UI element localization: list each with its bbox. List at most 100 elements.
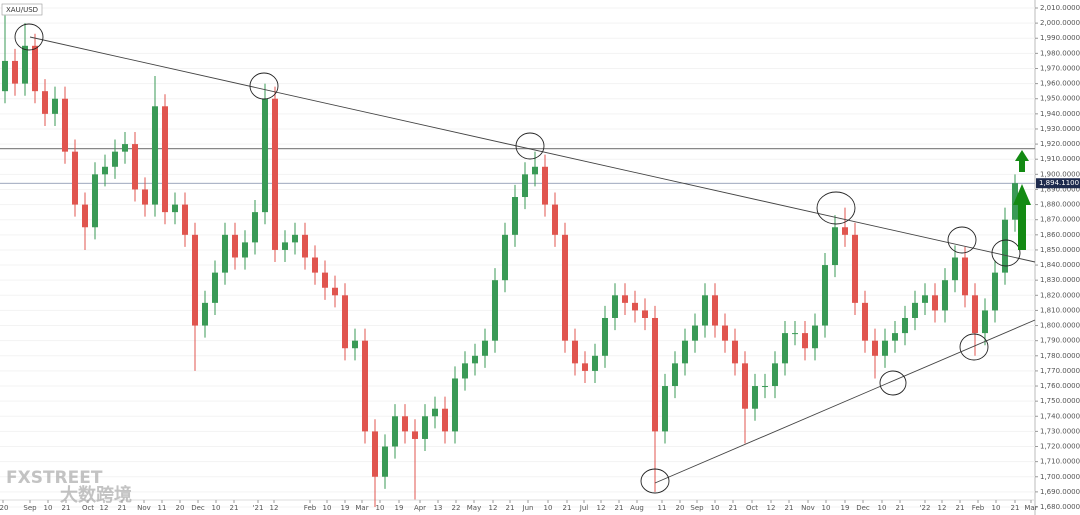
candle-body — [242, 242, 248, 258]
x-tick-label: 21 — [230, 504, 239, 512]
candle-body — [852, 234, 858, 303]
candle-body — [282, 242, 288, 250]
y-tick-label: 1,850.0000 — [1040, 246, 1080, 254]
candle-body — [682, 340, 688, 364]
y-tick-label: 1,990.0000 — [1040, 34, 1080, 42]
y-tick-label: 1,680.0000 — [1040, 503, 1080, 511]
candle-body — [12, 60, 18, 84]
candle-body — [602, 317, 608, 356]
x-tick-label: 21 — [563, 504, 572, 512]
candle-body — [82, 204, 88, 228]
x-tick-label: 12 — [100, 504, 109, 512]
y-tick-label: 1,900.0000 — [1040, 170, 1080, 178]
x-tick-label: 21 — [956, 504, 965, 512]
candle-body — [432, 408, 438, 417]
y-tick-label: 1,820.0000 — [1040, 291, 1080, 299]
x-tick-label: 21 — [729, 504, 738, 512]
candle-body — [872, 340, 878, 356]
candle-body — [182, 204, 188, 235]
x-tick-label: 10 — [711, 504, 720, 512]
x-tick-label: 21 — [785, 504, 794, 512]
candle-body — [582, 363, 588, 371]
candle-body — [812, 325, 818, 349]
circle — [640, 468, 670, 494]
trend-line — [29, 36, 1036, 263]
candle-body — [792, 333, 798, 335]
candle-body — [232, 234, 238, 258]
candle-body — [572, 340, 578, 364]
candle-body — [172, 204, 178, 213]
x-tick-label: 12 — [270, 504, 279, 512]
circle — [947, 226, 977, 254]
y-tick-label: 1,940.0000 — [1040, 110, 1080, 118]
y-tick-label: 1,720.0000 — [1040, 443, 1080, 451]
candle-body — [452, 378, 458, 432]
candle-body — [902, 317, 908, 334]
x-tick-label: 11 — [658, 504, 667, 512]
x-tick-label: Aug — [630, 504, 644, 512]
candle-body — [532, 166, 538, 175]
x-tick-label: 12 — [767, 504, 776, 512]
plot — [0, 7, 1035, 508]
candle-body — [122, 144, 128, 152]
candle-body — [1002, 219, 1008, 273]
candle-body — [722, 325, 728, 341]
x-tick-label: Dec — [191, 504, 205, 512]
x-tick-label: Sep — [690, 504, 704, 512]
candle-body — [822, 265, 828, 326]
x-tick-label: 12 — [489, 504, 498, 512]
candle-body — [62, 98, 68, 152]
x-tick-label: 10 — [544, 504, 553, 512]
candle-body — [932, 295, 938, 311]
candle-body — [592, 355, 598, 371]
candle-body — [502, 234, 508, 281]
x-tick-label: May — [467, 504, 481, 512]
candle-body — [192, 234, 198, 326]
arrow — [1013, 184, 1031, 250]
x-tick-label: '21 — [253, 504, 264, 512]
x-tick-label: 13 — [434, 504, 443, 512]
x-tick-label: 19 — [341, 504, 350, 512]
x-tick-label: Feb — [972, 504, 985, 512]
candle-body — [302, 234, 308, 258]
y-tick-label: 1,740.0000 — [1040, 412, 1080, 420]
x-tick-label: Jul — [579, 504, 589, 512]
x-tick-label: 21 — [1011, 504, 1020, 512]
candle-body — [312, 257, 318, 273]
candle-body — [762, 386, 768, 388]
candle-body — [272, 98, 278, 250]
candle-body — [692, 325, 698, 341]
x-tick-label: 21 — [62, 504, 71, 512]
candle-body — [542, 166, 548, 205]
candle-body — [652, 317, 658, 432]
y-tick-label: 1,810.0000 — [1040, 306, 1080, 314]
y-tick-label: 1,930.0000 — [1040, 125, 1080, 133]
y-tick-label: 1,800.0000 — [1040, 322, 1080, 330]
x-tick-label: Oct — [82, 504, 94, 512]
x-tick-label: Mar — [1024, 504, 1037, 512]
candle-body — [912, 302, 918, 318]
candle-body — [462, 363, 468, 379]
arrows — [1013, 150, 1031, 250]
candle-body — [862, 302, 868, 341]
y-tick-label: 1,970.0000 — [1040, 64, 1080, 72]
x-tick-label: 10 — [822, 504, 831, 512]
y-tick-label: 2,010.0000 — [1040, 4, 1080, 12]
circle — [249, 72, 279, 100]
candle-body — [152, 106, 158, 205]
circle — [879, 370, 907, 396]
candle-body — [112, 151, 118, 167]
x-tick-label: 20 — [676, 504, 685, 512]
candle-body — [382, 446, 388, 477]
candle-body — [322, 272, 328, 288]
candle-body — [752, 386, 758, 409]
x-tick-label: 19 — [841, 504, 850, 512]
candle-body — [632, 302, 638, 311]
candle-body — [252, 212, 258, 243]
y-tick-label: 1,710.0000 — [1040, 458, 1080, 466]
candle-body — [52, 98, 58, 114]
circle — [14, 23, 44, 51]
candle-body — [782, 333, 788, 364]
candle-body — [142, 189, 148, 205]
